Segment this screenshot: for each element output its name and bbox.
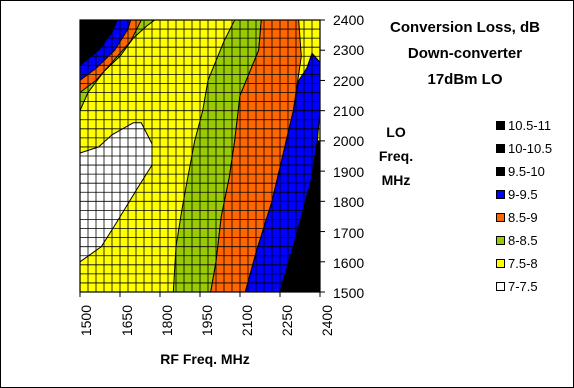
legend-swatch [496,143,505,153]
y-tick-label: 2300 [333,42,365,58]
y-tick-label: 1900 [333,164,365,180]
y-axis-label-line-1: LO [386,124,406,140]
legend-label: 9-9.5 [508,186,538,202]
y-tick-label: 1600 [333,255,365,271]
legend-item: 7-7.5 [496,278,538,294]
x-tick-label: 1800 [159,305,175,337]
x-tick-label: 1650 [119,305,135,337]
legend-label: 7-7.5 [508,278,538,294]
y-axis-label-line-2: Freq. [378,148,414,164]
legend-item: 10.5-11 [496,117,552,133]
legend-label: 7.5-8 [508,255,538,271]
y-tick-label: 1500 [333,285,365,301]
legend-swatch [496,258,505,268]
legend-label: 8.5-9 [508,209,538,225]
legend-item: 8-8.5 [496,232,538,248]
legend-item: 9-9.5 [496,186,538,202]
legend-label: 10-10.5 [508,140,553,156]
x-axis-label: RF Freq. MHz [160,351,250,367]
x-tick-label: 2250 [279,305,295,337]
legend-swatch [496,235,505,245]
y-tick-label: 2000 [333,133,365,149]
legend-swatch [496,189,505,199]
x-tick-label: 2400 [319,305,335,337]
y-tick-label: 2200 [333,73,365,89]
chart-title-line-1: Conversion Loss, dB [389,19,541,36]
y-tick-label: 2100 [333,103,365,119]
y-axis-label-line-3: MHz [381,172,411,188]
legend-item: 9.5-10 [496,163,545,179]
legend-item: 7.5-8 [496,255,538,271]
legend-label: 10.5-11 [508,117,552,133]
legend-swatch [496,281,505,291]
y-tick-label: 1800 [333,194,365,210]
x-tick-label: 2100 [239,305,255,337]
legend-item: 8.5-9 [496,209,538,225]
legend-label: 8-8.5 [508,232,538,248]
legend-item: 10-10.5 [496,140,553,156]
chart-title-line-2: Down-converter [407,45,523,62]
chart-title-line-3: 17dBm LO [427,71,503,88]
legend-label: 9.5-10 [508,163,545,179]
legend-swatch [496,120,505,130]
y-tick-label: 2400 [333,12,365,28]
legend-swatch [496,212,505,222]
legend-swatch [496,166,505,176]
y-tick-label: 1700 [333,225,365,241]
x-tick-label: 1950 [199,305,215,337]
x-tick-label: 1500 [78,305,94,337]
